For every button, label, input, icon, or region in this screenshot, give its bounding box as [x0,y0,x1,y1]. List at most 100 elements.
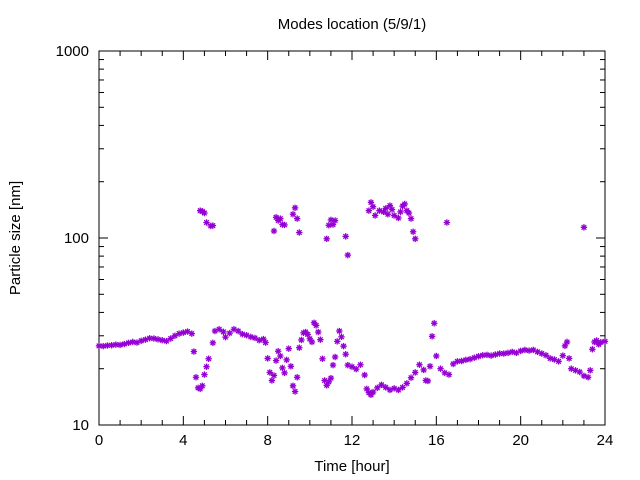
data-point [270,227,278,235]
data-point [291,204,299,212]
data-point [201,209,208,217]
data-point [150,335,158,342]
data-point [262,339,269,346]
data-point [403,380,411,387]
data-point [407,215,415,222]
data-point [281,369,288,377]
x-tick-label: 8 [263,432,271,449]
data-point [412,235,419,243]
data-point [331,217,339,224]
data-point [220,328,227,336]
data-point [100,342,107,350]
data-point [154,336,162,343]
data-point [395,386,402,394]
data-point [405,209,413,217]
data-point [382,205,389,212]
data-point [289,211,297,218]
data-point [338,333,345,341]
data-point [272,357,280,364]
x-tick-label: 4 [179,432,187,449]
data-point [357,361,364,368]
data-point [382,384,389,391]
data-point [437,365,444,372]
data-point [365,207,373,214]
data-point [374,384,381,392]
data-point [443,219,451,226]
x-axis-label: Time [hour] [314,458,389,475]
data-point [277,352,284,360]
data-point [270,372,278,379]
data-point [192,374,200,381]
data-point [264,355,271,362]
data-point [283,356,290,364]
data-point [327,374,335,382]
data-point [296,344,303,351]
data-point [565,355,573,362]
data-point [416,361,423,368]
data-point [401,200,408,208]
data-point [344,361,351,369]
data-point [397,208,404,216]
data-point [369,203,377,210]
data-point [293,374,301,381]
data-point [426,363,434,370]
data-point [298,336,305,344]
y-tick-label: 1000 [56,43,89,60]
data-point [308,338,316,346]
ticks-layer: 0 4 8 12 16 20 24 10 100 1000 [56,43,614,449]
data-point [296,229,303,236]
x-tick-label: 16 [428,432,445,449]
data-point [378,381,385,389]
data-point [285,345,292,352]
data-point [587,367,594,374]
data-point [580,224,588,231]
data-point [159,337,166,344]
data-point [209,339,217,347]
y-tick-label: 100 [64,230,89,247]
data-point [420,366,427,374]
data-point [190,348,198,355]
data-point [268,377,276,384]
data-point [433,352,440,360]
data-point [483,351,491,359]
data-points [95,199,609,399]
data-point [167,335,174,342]
data-point [589,346,596,353]
data-point [342,351,349,358]
data-point [334,338,341,345]
x-tick-label: 20 [512,432,529,449]
data-point [384,211,392,218]
data-point [129,338,136,346]
data-point [312,322,320,329]
data-point [251,334,259,342]
data-point [555,358,562,365]
data-point [542,352,550,359]
data-point [407,374,415,381]
data-point [576,368,583,376]
data-point [371,212,379,219]
data-point [215,326,223,333]
data-point [601,338,609,345]
x-tick-label: 24 [597,432,614,449]
data-point [205,355,212,362]
data-point [428,333,436,340]
data-point [344,251,351,259]
y-tick-label: 10 [72,417,89,434]
data-point [163,337,170,345]
data-point [336,327,343,335]
data-point [395,214,402,222]
data-point [353,365,360,373]
data-point [323,235,330,243]
data-point [329,361,337,369]
data-point [369,388,377,396]
data-point [315,328,322,336]
data-point [281,221,288,229]
data-point [563,338,571,346]
data-point [266,369,273,376]
data-point [317,336,324,343]
data-point [125,339,132,347]
data-point [209,222,217,229]
data-point [291,388,299,395]
data-point [188,330,195,337]
data-point [226,329,233,337]
